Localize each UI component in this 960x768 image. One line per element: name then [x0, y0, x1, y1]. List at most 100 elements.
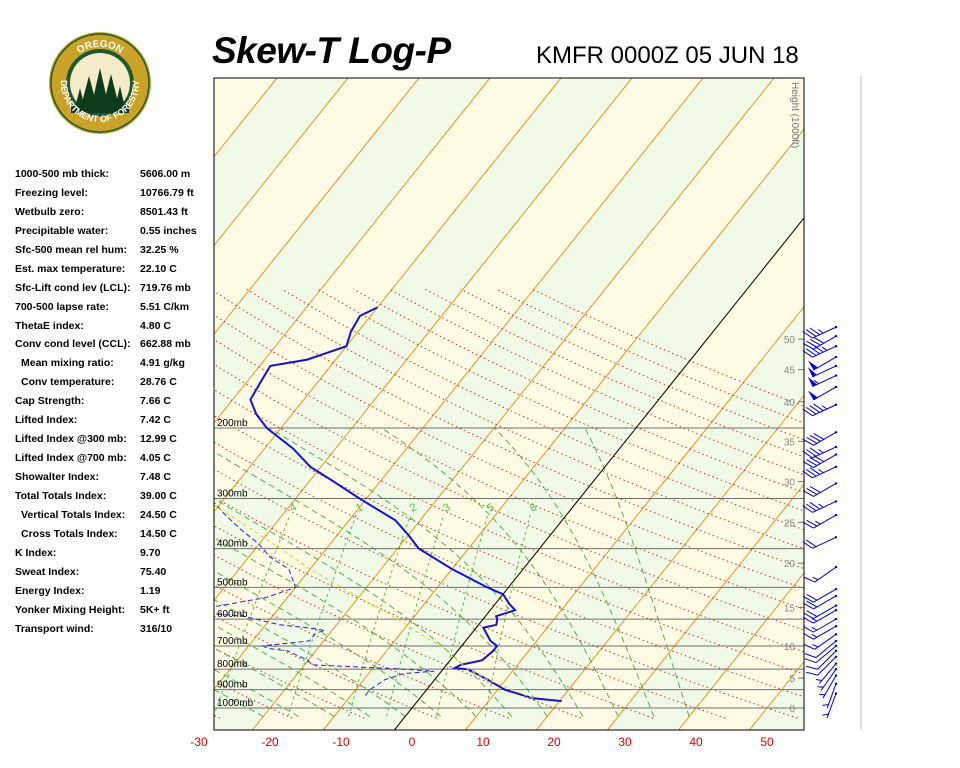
parcel-trace [214, 504, 534, 699]
wind-barb-base [834, 385, 838, 389]
mixing-ratio-label: 1 [354, 501, 365, 514]
wind-barb-feather [809, 447, 820, 455]
wind-barb-feather [815, 520, 821, 525]
wind-barb-base [834, 625, 838, 628]
wind-barb [807, 364, 838, 378]
index-value: 24.50 C [140, 508, 177, 521]
wind-barb-feather [803, 643, 815, 650]
wind-barb-base [834, 649, 838, 653]
pressure-label: 300mb [217, 489, 248, 500]
wind-barb-staff [812, 365, 837, 378]
x-tick-label: 20 [547, 735, 561, 749]
index-value: 4.05 C [140, 452, 171, 465]
wind-barb [802, 604, 838, 619]
wind-barb [802, 625, 838, 640]
wind-barb-staff [815, 640, 837, 658]
wind-barb-staff [812, 446, 837, 459]
temperature-band [252, 78, 804, 730]
mixing-ratio-label: 3 [441, 501, 452, 514]
wind-barb-base [834, 500, 838, 503]
wind-barb [804, 639, 838, 659]
moist-adiabat-line [268, 427, 584, 717]
wind-barb-feather [821, 346, 828, 351]
wind-barb-staff [813, 605, 837, 619]
x-tick-label: -30 [190, 735, 208, 749]
wind-barb-base [834, 345, 838, 348]
index-label: Conv cond level (CCL): [15, 338, 131, 351]
wind-barb-staff [822, 675, 837, 699]
index-label: Conv temperature: [21, 376, 115, 389]
stability-indices-panel: 1000-500 mb thick: 5606.00 m Freezing leve… [15, 168, 210, 641]
index-row: K Index: 9.70 [15, 547, 210, 566]
pressure-label: 600mb [217, 609, 248, 620]
wind-barb-feather [806, 340, 818, 348]
plot-frame [213, 77, 805, 731]
height-axis-label: Height (1000ft) [789, 82, 800, 148]
wind-barb-feather [806, 488, 818, 495]
index-label: Precipitable water: [15, 224, 109, 237]
index-label: 700-500 lapse rate: [15, 300, 109, 313]
wind-barb-feather [802, 330, 813, 339]
index-value: 9.70 [140, 546, 161, 559]
index-value: 10766.79 ft [140, 186, 194, 199]
wind-barb-feather [806, 406, 817, 415]
mixing-ratio-label: 2 [408, 501, 419, 514]
wind-barb-base [834, 565, 838, 569]
wind-barb-feather [802, 350, 813, 358]
height-tick-label: 45 [784, 366, 796, 377]
dry-adiabat-line [214, 338, 804, 610]
index-label: Cross Totals Index: [21, 527, 118, 540]
index-row: Sweat Index: 75.40 [15, 566, 210, 585]
moist-adiabat-line [494, 427, 655, 717]
x-tick-label: 10 [476, 735, 490, 749]
axis-labels: 4 1 2 3 5 8200mb300mb400mb500mb600mb700mb800m… [190, 82, 804, 749]
wind-barb-staff [818, 663, 837, 684]
mixing-ratio-line [386, 514, 445, 717]
wind-barb-base [834, 482, 838, 485]
wind-barb-feather [813, 336, 825, 344]
isotherm-line [748, 660, 804, 730]
wind-barb-staff [812, 326, 837, 339]
isotherm-line [393, 217, 804, 730]
wind-barb-base [834, 445, 838, 449]
height-tick-label: 35 [784, 437, 796, 448]
wind-barb-base [834, 465, 838, 469]
mixing-ratio-line [484, 514, 531, 717]
index-value: 5K+ ft [140, 603, 170, 616]
wind-barb-feather [806, 348, 817, 356]
wind-barb [822, 692, 838, 719]
index-label: 1000-500 mb thick: [15, 168, 109, 180]
height-tick-label: 30 [784, 477, 796, 488]
wind-barb [802, 345, 838, 358]
index-label: Lifted Index @700 mb: [15, 452, 127, 465]
wind-barb-feather [809, 327, 820, 336]
temperature-band [607, 484, 804, 730]
index-value: 7.66 C [140, 395, 171, 408]
dry-adiabat-line [531, 288, 804, 407]
wind-barb-base [834, 662, 838, 665]
wind-barb-feather [818, 468, 824, 474]
dry-adiabat-line [424, 288, 804, 458]
wind-barb-base [834, 364, 838, 368]
wind-barb-feather [802, 490, 814, 497]
index-label: Est. max temperature: [15, 262, 126, 275]
wind-barb-pennant [807, 360, 818, 371]
wind-barb [806, 649, 838, 670]
station-time-label: KMFR 0000Z 05 JUN 18 [536, 42, 799, 69]
index-value: 0.55 inches [140, 224, 197, 237]
wind-barb-feather [802, 612, 814, 619]
wind-barb-feather [809, 501, 820, 510]
height-tick-label: 50 [784, 335, 796, 346]
wind-barb-base [834, 633, 838, 636]
wind-barb [819, 674, 838, 699]
wind-barb [807, 374, 838, 388]
pressure-label: 500mb [217, 577, 248, 588]
temperature-band [816, 73, 960, 735]
wind-barb-feather [802, 342, 814, 350]
wind-barb-feather [802, 470, 813, 479]
wind-barb-staff [812, 404, 837, 417]
dry-adiabat-line [353, 288, 804, 494]
index-row: Wetbulb zero: 8501.43 ft [15, 206, 210, 225]
wind-barb-feather [809, 467, 820, 475]
index-value: 5.51 C/km [140, 300, 190, 313]
